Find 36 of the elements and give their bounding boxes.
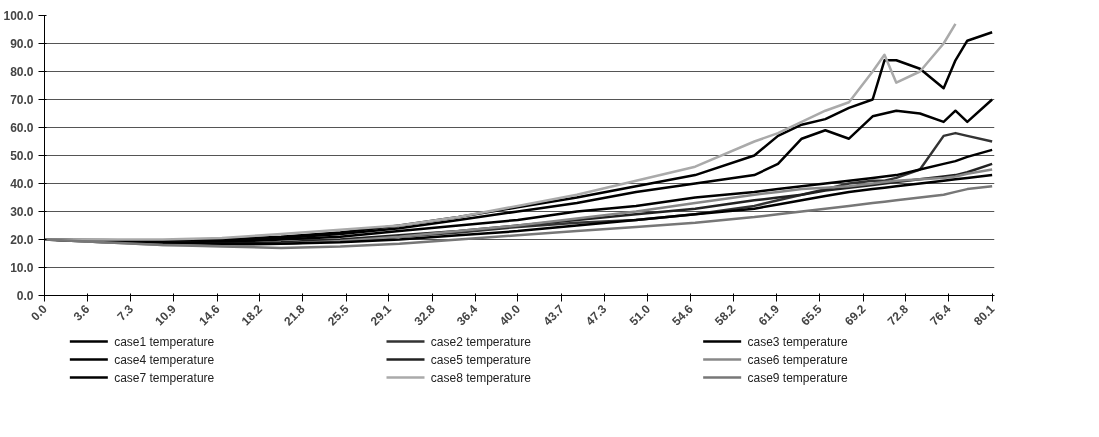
x-tick-label: 7.3 bbox=[114, 301, 137, 324]
legend-label: case9 temperature bbox=[747, 370, 848, 385]
x-tick-label: 36.4 bbox=[454, 301, 481, 329]
x-tick-label: 65.5 bbox=[798, 301, 825, 329]
y-tick-label: 60.0 bbox=[10, 121, 34, 135]
x-tick-label: 40.0 bbox=[496, 301, 524, 329]
x-tick-label: 47.3 bbox=[582, 301, 610, 329]
x-tick-label: 61.9 bbox=[755, 301, 783, 329]
legend-label: case3 temperature bbox=[747, 334, 848, 349]
x-tick-label: 0.0 bbox=[28, 301, 51, 324]
y-tick-label: 20.0 bbox=[10, 233, 34, 247]
y-tick-label: 100.0 bbox=[3, 9, 34, 23]
y-tick-label: 10.0 bbox=[10, 261, 34, 275]
legend-label: case5 temperature bbox=[430, 352, 532, 367]
x-tick-label: 72.8 bbox=[884, 301, 912, 329]
x-tick-label: 76.4 bbox=[927, 301, 954, 329]
x-tick-label: 54.6 bbox=[669, 301, 696, 329]
y-tick-label: 30.0 bbox=[10, 205, 34, 219]
y-tick-label: 90.0 bbox=[10, 37, 34, 51]
y-tick-label: 0.0 bbox=[16, 289, 34, 303]
y-tick-label: 40.0 bbox=[10, 177, 34, 191]
legend-label: case2 temperature bbox=[430, 334, 532, 349]
legend-label: case1 temperature bbox=[114, 334, 215, 349]
legend-label: case4 temperature bbox=[114, 352, 215, 367]
legend-label: case8 temperature bbox=[430, 370, 532, 385]
x-tick-label: 51.0 bbox=[626, 301, 654, 329]
x-tick-label: 69.2 bbox=[842, 301, 869, 329]
x-tick-label: 3.6 bbox=[70, 301, 93, 324]
y-tick-label: 80.0 bbox=[10, 65, 34, 79]
x-tick-label: 32.8 bbox=[411, 301, 439, 329]
legend-label: case7 temperature bbox=[114, 370, 215, 385]
legend-label: case6 temperature bbox=[747, 352, 848, 367]
y-tick-label: 70.0 bbox=[10, 93, 34, 107]
x-tick-label: 58.2 bbox=[711, 301, 739, 329]
x-tick-label: 80.1 bbox=[971, 301, 998, 329]
y-tick-label: 50.0 bbox=[10, 149, 34, 163]
